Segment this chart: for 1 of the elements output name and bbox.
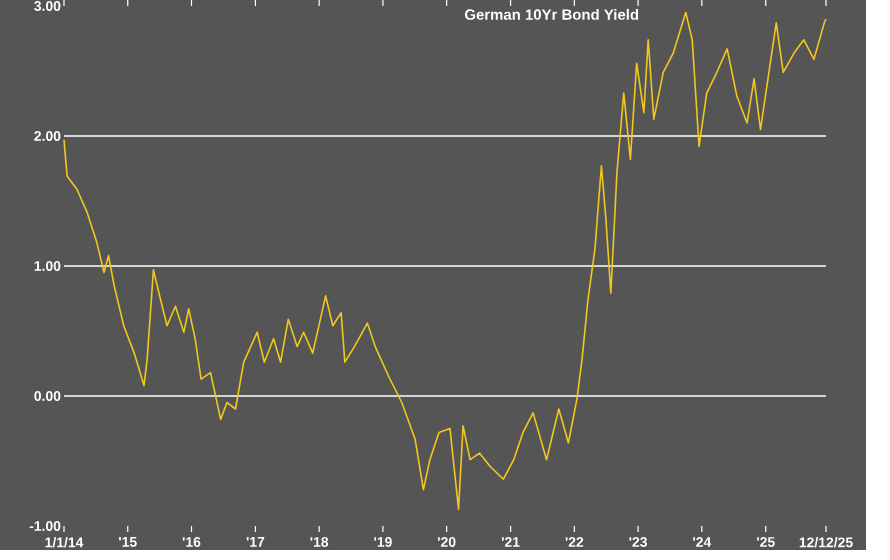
line-series xyxy=(63,11,827,510)
